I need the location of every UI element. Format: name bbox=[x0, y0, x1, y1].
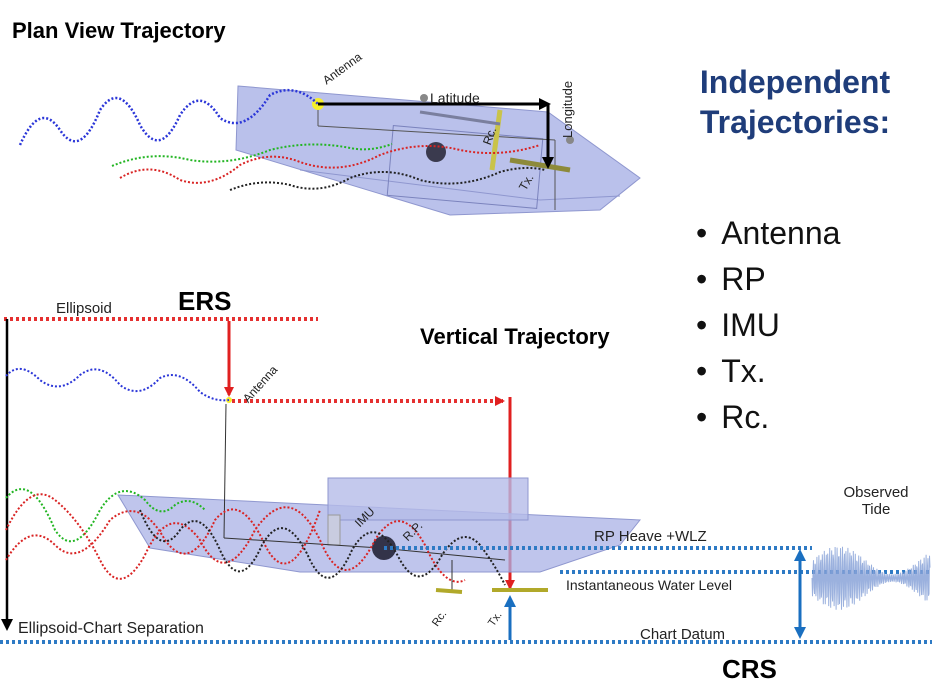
ellipsoid-label: Ellipsoid bbox=[56, 300, 112, 317]
list-item: RP bbox=[696, 256, 840, 302]
heading-line-2: Trajectories: bbox=[699, 104, 891, 140]
vertical-trajectory-title: Vertical Trajectory bbox=[420, 324, 610, 349]
instantaneous-water-level-label: Instantaneous Water Level bbox=[566, 577, 733, 593]
side-panel-heading: Independent Trajectories: bbox=[660, 62, 930, 142]
observed-tide-line2: Tide bbox=[861, 501, 891, 518]
vertical-view-ship bbox=[117, 397, 642, 594]
plan-view-title: Plan View Trajectory bbox=[12, 18, 226, 43]
vertical-red-trajectory-2 bbox=[5, 508, 321, 565]
plan-blue-trajectory bbox=[18, 88, 319, 146]
rp-heave-label: RP Heave +WLZ bbox=[594, 528, 707, 545]
trajectory-list: Antenna RP IMU Tx. Rc. bbox=[696, 210, 840, 440]
latitude-label: Latitude bbox=[430, 90, 480, 106]
vertical-red-trajectory bbox=[5, 493, 466, 583]
plan-green-trajectory bbox=[111, 143, 393, 167]
chart-datum-label: Chart Datum bbox=[640, 626, 726, 643]
observed-tide-plot bbox=[811, 546, 931, 610]
heading-line-1: Independent bbox=[699, 64, 891, 100]
list-item: Rc. bbox=[696, 394, 840, 440]
vertical-green-trajectory bbox=[5, 488, 206, 543]
crs-label: CRS bbox=[722, 654, 777, 684]
vertical-blue-trajectory bbox=[5, 368, 230, 402]
list-item: Antenna bbox=[696, 210, 840, 256]
rp-marker-plan bbox=[426, 142, 446, 162]
latitude-icon bbox=[420, 94, 428, 102]
observed-tide-line1: Observed bbox=[843, 484, 909, 501]
list-item: IMU bbox=[696, 302, 840, 348]
longitude-label: Longitude bbox=[560, 80, 575, 138]
ers-label: ERS bbox=[178, 286, 232, 316]
plan-black-trajectory bbox=[229, 166, 546, 191]
longitude-icon bbox=[566, 136, 574, 144]
observed-tide-label: Observed Tide bbox=[828, 484, 924, 518]
list-item: Tx. bbox=[696, 348, 840, 394]
vertical-black-trajectory bbox=[139, 509, 506, 586]
ellipsoid-chart-separation-label: Ellipsoid-Chart Separation bbox=[18, 620, 204, 637]
